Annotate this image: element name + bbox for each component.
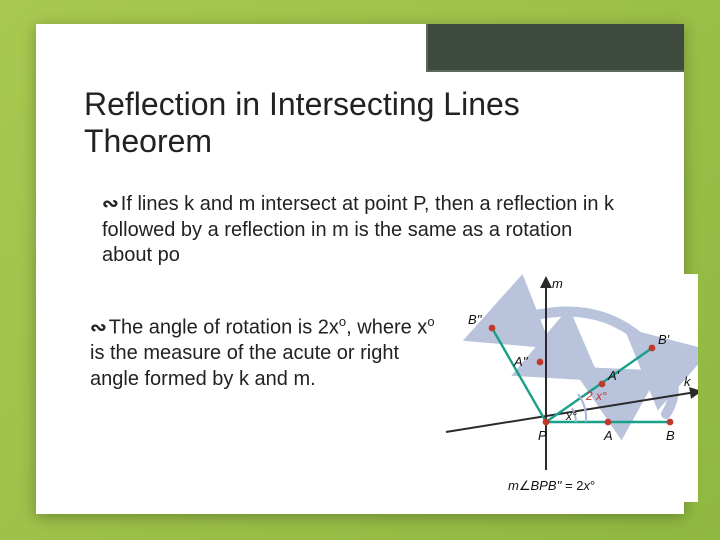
- slide-card: Reflection in Intersecting Lines Theorem…: [36, 24, 684, 514]
- point-Bpp: [489, 325, 496, 332]
- point-App: [537, 359, 544, 366]
- theorem-statement: ∾If lines k and m intersect at point P, …: [102, 192, 622, 269]
- reflect-arrow-B-Bp: [654, 354, 674, 414]
- point-P: [543, 419, 550, 426]
- page-title: Reflection in Intersecting Lines Theorem: [84, 86, 644, 160]
- p1-rest: lines k and m intersect at point P, then…: [102, 193, 614, 266]
- bullet-icon: ∾: [90, 316, 107, 342]
- eq-m: m: [508, 478, 519, 493]
- label-m: m: [552, 276, 563, 291]
- label-Ap: A': [607, 368, 620, 383]
- eq-eq2: = 2: [565, 478, 583, 493]
- label-Bp: B': [658, 332, 670, 347]
- label-A: A: [603, 428, 613, 443]
- equation: m∠BPB'' = 2x°: [508, 478, 595, 494]
- reflect-arrow-Ap-App: [548, 356, 594, 374]
- p2-b: , where x: [346, 317, 427, 339]
- point-B: [667, 419, 674, 426]
- reflect-arrow-Bp-Bpp: [500, 312, 640, 338]
- label-P: P: [538, 428, 547, 443]
- bullet-icon: ∾: [102, 192, 119, 218]
- p2-a: angle of rotation is 2x: [143, 317, 339, 339]
- p2-c: is the measure of the acute or right ang…: [90, 342, 399, 390]
- label-Bpp: B'': [468, 312, 482, 327]
- eq-deg: °: [590, 478, 595, 493]
- seg-P-Bpp: [492, 328, 546, 422]
- angle-statement: ∾The angle of rotation is 2xo, where xo …: [90, 314, 450, 392]
- p1-lead: If: [121, 193, 132, 215]
- header-tab: [426, 24, 684, 72]
- sup-o: o: [427, 314, 434, 329]
- label-B: B: [666, 428, 675, 443]
- point-Ap: [599, 381, 606, 388]
- point-A: [605, 419, 612, 426]
- diagram-svg: m k P A B A' B' A'' B'' x° 2 x°: [438, 274, 698, 474]
- eq-angle: ∠: [519, 478, 531, 493]
- label-App: A'': [513, 354, 528, 369]
- eq-bpb: BPB'': [531, 478, 566, 493]
- label-x: x°: [565, 409, 577, 423]
- point-Bp: [649, 345, 656, 352]
- reflect-arrow-A-Ap: [606, 386, 616, 414]
- p2-lead: The: [109, 317, 143, 339]
- label-2x: 2 x°: [585, 389, 607, 403]
- label-k: k: [684, 374, 692, 389]
- rotation-diagram: m k P A B A' B' A'' B'' x° 2 x° m∠BPB'' …: [438, 274, 698, 502]
